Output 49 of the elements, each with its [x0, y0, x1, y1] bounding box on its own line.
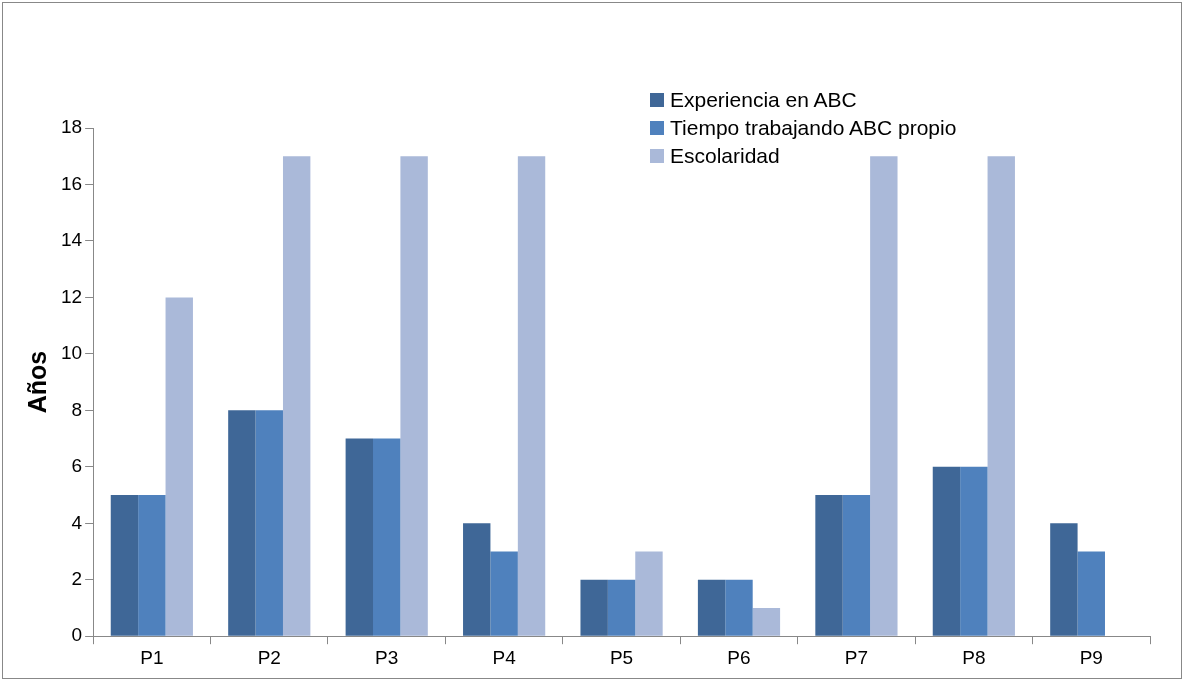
bar	[463, 523, 491, 636]
y-tick-label: 8	[71, 398, 83, 420]
bar	[580, 579, 608, 636]
y-tick-label: 6	[71, 455, 83, 477]
x-tick-label: P3	[375, 646, 399, 668]
bar	[373, 438, 401, 636]
bar	[345, 438, 374, 636]
x-tick-label: P4	[492, 646, 517, 668]
x-tick-label: P7	[844, 646, 869, 668]
y-tick-label: 16	[60, 172, 83, 194]
y-tick-label: 4	[71, 511, 83, 533]
x-tick-label: P9	[1079, 646, 1103, 668]
bar	[725, 579, 753, 636]
bar	[607, 579, 636, 636]
bar	[697, 579, 726, 636]
y-axis-title: Años	[22, 350, 51, 414]
x-tick-label: P6	[727, 646, 751, 668]
y-tick-label: 12	[60, 285, 83, 307]
y-tick-label: 10	[60, 342, 83, 364]
bar	[110, 495, 139, 636]
bar	[490, 551, 518, 636]
bar	[400, 156, 428, 636]
x-tick-label: P1	[140, 646, 164, 668]
bar	[1050, 523, 1078, 636]
y-tick-label: 0	[71, 624, 83, 646]
y-tick-label: 18	[60, 116, 83, 138]
y-tick-label: 2	[71, 567, 83, 589]
legend-label: Tiempo trabajando ABC propio	[670, 116, 957, 140]
bar	[815, 495, 843, 636]
bar	[1077, 551, 1105, 636]
x-tick-label: P5	[609, 646, 634, 668]
bar	[228, 410, 256, 636]
bar	[870, 156, 898, 636]
bar	[517, 156, 546, 636]
bar	[960, 466, 988, 636]
x-tick-label: P2	[257, 646, 281, 668]
legend-label: Experiencia en ABC	[670, 88, 857, 112]
bar	[282, 156, 311, 636]
bar	[138, 495, 166, 636]
bar	[752, 607, 781, 636]
y-tick-label: 14	[60, 229, 83, 251]
bar	[255, 410, 283, 636]
bar	[635, 551, 663, 636]
bar	[987, 156, 1015, 636]
bar	[165, 297, 193, 636]
x-tick-label: P8	[962, 646, 986, 668]
legend-label: Escolaridad	[670, 144, 780, 168]
bar	[842, 495, 871, 636]
bar	[932, 466, 961, 636]
